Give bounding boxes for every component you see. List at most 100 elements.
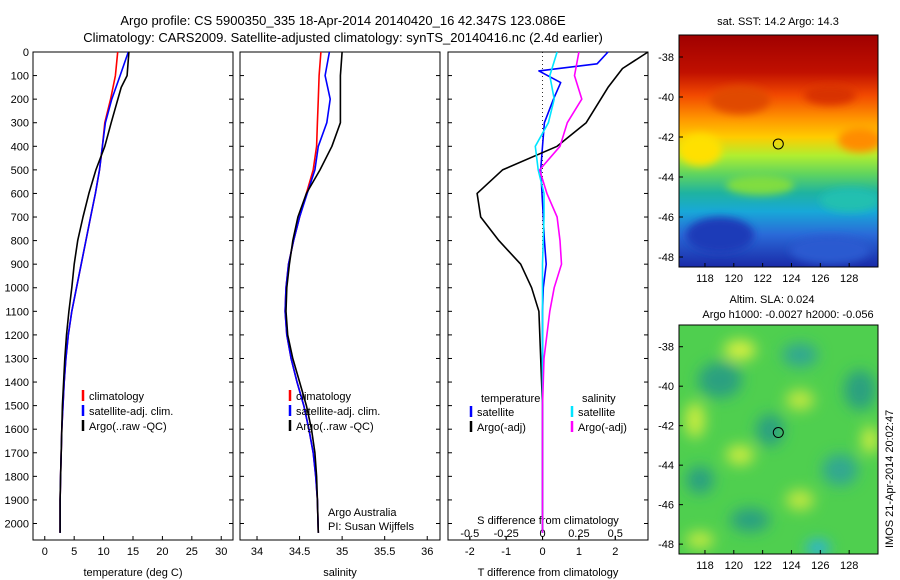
salinity-xtick-label: 35 — [336, 546, 348, 558]
differences-x2tick-label: 0 — [539, 528, 545, 540]
depth-tick-label: 0 — [23, 47, 29, 59]
difference-profile-panel: -2 -1 0 1 2 T difference from climatology S di… — [447, 51, 649, 579]
differences-xtick-label: -2 — [465, 546, 475, 558]
map-xtick-label: 124 — [782, 560, 800, 572]
map-ytick-label: -42 — [658, 132, 674, 144]
differences-xtick-label: 1 — [576, 546, 582, 558]
differences-legend-label: Argo(-adj) — [477, 422, 526, 434]
differences-xtick-label: -1 — [501, 546, 511, 558]
depth-tick-label: 400 — [11, 141, 29, 153]
map-ytick-label: -44 — [658, 172, 674, 184]
map-ytick-label: -38 — [658, 52, 674, 64]
differences-x2tick-label: -0.5 — [460, 528, 479, 540]
map-xtick-label: 118 — [696, 273, 714, 285]
map-xtick-label: 128 — [840, 273, 858, 285]
sla-map-subtitle: Argo h1000: -0.0027 h2000: -0.056 — [702, 309, 873, 321]
map-xtick-label: 118 — [696, 560, 714, 572]
differences-plot-frame — [447, 51, 649, 541]
salinity-xtick-label: 34.5 — [289, 546, 310, 558]
map-xtick-label: 122 — [753, 273, 771, 285]
map-ytick-label: -46 — [658, 212, 674, 224]
map-ytick-label: -46 — [658, 500, 674, 512]
sst-map: sat. SST: 14.2 Argo: 14.3 -38 -40 -42 -44 -4… — [658, 16, 879, 285]
temperature-xtick-label: 20 — [156, 546, 168, 558]
map-ytick-label: -38 — [658, 342, 674, 354]
depth-tick-label: 900 — [11, 259, 29, 271]
salinity-legend-label: satellite-adj. clim. — [296, 406, 380, 418]
salinity-xlabel: salinity — [323, 567, 357, 579]
temperature-legend-label: satellite-adj. clim. — [89, 406, 173, 418]
map-xtick-label: 128 — [840, 560, 858, 572]
salinity-xtick-label: 34 — [251, 546, 263, 558]
depth-tick-label: 1800 — [5, 471, 29, 483]
differences-legend-label: satellite — [477, 407, 514, 419]
map-xtick-label: 120 — [725, 560, 743, 572]
differences-x2tick-label: 0.25 — [568, 528, 589, 540]
map-xtick-label: 126 — [811, 273, 829, 285]
map-xtick-label: 124 — [782, 273, 800, 285]
sst-profile-marker — [772, 138, 784, 150]
sla-profile-marker — [772, 427, 784, 439]
map-ytick-label: -48 — [658, 252, 674, 264]
sla-map: Altim. SLA: 0.024 Argo h1000: -0.0027 h2… — [658, 294, 879, 572]
map-xtick-label: 120 — [725, 273, 743, 285]
map-xtick-label: 126 — [811, 560, 829, 572]
map-ytick-label: -44 — [658, 460, 674, 472]
differences-legend-label: Argo(-adj) — [578, 422, 627, 434]
figure-title: Argo profile: CS 5900350_335 18-Apr-2014… — [120, 13, 566, 28]
temperature-legend-label: climatology — [89, 391, 145, 403]
differences-legend-title: temperature — [481, 393, 540, 405]
temperature-xtick-label: 10 — [97, 546, 109, 558]
depth-tick-label: 800 — [11, 236, 29, 248]
map-ytick-label: -40 — [658, 381, 674, 393]
temperature-plot-frame — [32, 51, 234, 541]
differences-x2tick-label: 0.5 — [608, 528, 623, 540]
depth-tick-label: 1300 — [5, 353, 29, 365]
differences-xtick-label: 2 — [612, 546, 618, 558]
salinity-legend-label: climatology — [296, 391, 352, 403]
differences-legend-label: satellite — [578, 407, 615, 419]
differences-series-salinity-argo-adj — [538, 51, 583, 533]
depth-tick-label: 2000 — [5, 518, 29, 530]
salinity-series-argo-raw-qc — [285, 51, 343, 533]
depth-tick-label: 1600 — [5, 424, 29, 436]
imos-timestamp: IMOS 21-Apr-2014 20:02:47 — [884, 410, 896, 548]
depth-tick-label: 500 — [11, 165, 29, 177]
salinity-xtick-label: 35.5 — [374, 546, 395, 558]
credit-pi: PI: Susan Wijffels — [328, 521, 414, 533]
sla-map-title: Altim. SLA: 0.024 — [730, 294, 815, 306]
salinity-xtick-label: 36 — [421, 546, 433, 558]
map-ytick-label: -42 — [658, 421, 674, 433]
depth-tick-label: 1400 — [5, 377, 29, 389]
map-ytick-label: -48 — [658, 539, 674, 551]
temperature-xtick-label: 5 — [71, 546, 77, 558]
temperature-series-argo-raw-qc — [59, 51, 130, 533]
map-xtick-label: 122 — [753, 560, 771, 572]
temperature-profile-panel: 0 5 10 15 20 25 30 temperature (deg C) 0 100 200 30… — [5, 47, 234, 579]
temperature-xlabel: temperature (deg C) — [83, 567, 182, 579]
temperature-legend-label: Argo(..raw -QC) — [89, 421, 167, 433]
figure-subtitle: Climatology: CARS2009. Satellite-adjuste… — [83, 30, 603, 45]
temperature-xtick-label: 30 — [215, 546, 227, 558]
depth-tick-label: 300 — [11, 118, 29, 130]
sst-map-title: sat. SST: 14.2 Argo: 14.3 — [717, 16, 839, 28]
depth-tick-label: 1700 — [5, 448, 29, 460]
depth-tick-label: 600 — [11, 188, 29, 200]
salinity-legend-label: Argo(..raw -QC) — [296, 421, 374, 433]
depth-tick-label: 700 — [11, 212, 29, 224]
differences-xlabel: T difference from climatology — [478, 567, 619, 579]
temperature-xtick-label: 15 — [127, 546, 139, 558]
depth-tick-label: 1200 — [5, 330, 29, 342]
depth-tick-label: 1100 — [5, 306, 29, 318]
differences-x2label: S difference from climatology — [477, 515, 619, 527]
depth-tick-label: 200 — [11, 94, 29, 106]
depth-tick-label: 100 — [11, 71, 29, 83]
salinity-plot-frame — [239, 51, 441, 541]
temperature-xtick-label: 25 — [186, 546, 198, 558]
depth-tick-label: 1900 — [5, 495, 29, 507]
depth-tick-label: 1500 — [5, 401, 29, 413]
differences-x2tick-label: -0.25 — [494, 528, 519, 540]
depth-tick-label: 1000 — [5, 283, 29, 295]
differences-legend-title: salinity — [582, 393, 616, 405]
